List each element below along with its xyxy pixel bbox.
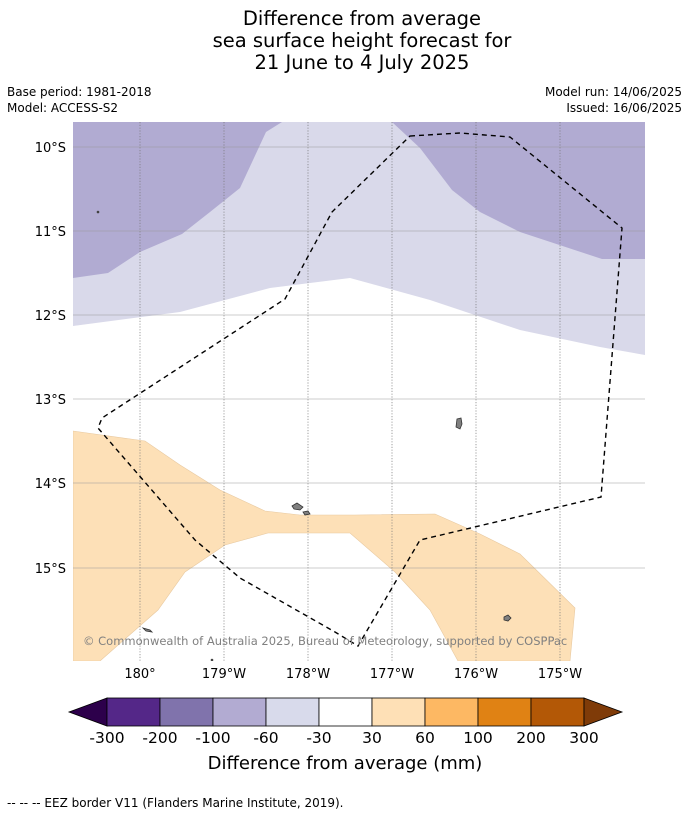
base-period: Base period: 1981-2018 — [7, 85, 152, 99]
lon-labels: 180° 179°W 178°W 177°W 176°W 175°W — [124, 667, 582, 682]
island-south-islet — [210, 658, 214, 661]
colorbar-tick-label: 30 — [362, 729, 382, 747]
lon-label-176w: 176°W — [454, 667, 498, 682]
lat-label-14s: 14°S — [35, 477, 66, 492]
colorbar-segment — [318, 697, 373, 727]
land-islands — [96, 210, 512, 661]
colorbar-segment — [477, 697, 532, 727]
colorbar-segment — [424, 697, 479, 727]
colorbar-tick-label: -100 — [195, 729, 230, 747]
map-area: © Commonwealth of Australia 2025, Bureau… — [73, 122, 645, 661]
island-wallis — [455, 417, 463, 430]
eez-footnote: -- -- -- EEZ border V11 (Flanders Marine… — [7, 796, 344, 810]
lat-label-10s: 10°S — [35, 141, 66, 156]
meta-right: Model run: 14/06/2025 Issued: 16/06/2025 — [545, 84, 682, 116]
anomaly-region-30-to-60 — [73, 430, 576, 661]
colorbar-segment — [371, 697, 426, 727]
lon-label-179w: 179°W — [202, 667, 246, 682]
model-name: Model: ACCESS-S2 — [7, 101, 119, 115]
colorbar-tick-label: 200 — [516, 729, 546, 747]
meta-left: Base period: 1981-2018 Model: ACCESS-S2 — [7, 84, 152, 116]
colorbar-tick-label: 100 — [463, 729, 493, 747]
lon-label-177w: 177°W — [370, 667, 414, 682]
lat-gridlines — [73, 146, 645, 569]
colorbar-segment — [159, 697, 214, 727]
colorbar-tick-label: 60 — [415, 729, 435, 747]
colorbar-arrow-high — [583, 697, 624, 727]
colorbar-segment — [212, 697, 267, 727]
island-sw-reef — [141, 627, 154, 633]
title-line-1: Difference from average — [242, 7, 482, 30]
anomaly-region-minus200-to-minus100-west — [73, 122, 282, 278]
island-alofi — [302, 510, 311, 516]
lat-label-11s: 11°S — [35, 225, 66, 240]
anomaly-region-minus200-to-minus100-east — [392, 122, 645, 259]
lat-label-12s: 12°S — [35, 309, 66, 324]
lon-label-175w: 175°W — [538, 667, 582, 682]
colorbar-tick-label: -60 — [253, 729, 278, 747]
colorbar-tick-label: 300 — [569, 729, 599, 747]
colorbar — [67, 697, 624, 727]
island-niuafoou — [503, 614, 512, 622]
colorbar-arrow-low — [67, 697, 108, 727]
colorbar-tick-label: -30 — [306, 729, 331, 747]
island-futuna — [291, 502, 304, 511]
colorbar-tick-label: -200 — [142, 729, 177, 747]
chart-title: Difference from average sea surface heig… — [0, 8, 690, 74]
colorbar-segment — [106, 697, 161, 727]
model-run: Model run: 14/06/2025 — [544, 85, 682, 99]
copyright-notice: © Commonwealth of Australia 2025, Bureau… — [83, 634, 567, 648]
colorbar-label: Difference from average (mm) — [207, 753, 483, 774]
issued-date: Issued: 16/06/2025 — [566, 101, 682, 115]
colorbar-segment — [265, 697, 320, 727]
lat-labels: 10°S 11°S 12°S 13°S 14°S 15°S — [35, 141, 66, 577]
colorbar-segment — [530, 697, 585, 727]
eez-border — [97, 132, 623, 647]
lat-label-15s: 15°S — [35, 562, 66, 577]
colorbar-ticks: -300 -200 -100 -60 -30 30 60 100 200 300 — [89, 729, 598, 747]
title-line-2: sea surface height forecast for — [212, 29, 512, 52]
lon-label-178w: 178°W — [286, 667, 330, 682]
lat-label-13s: 13°S — [35, 393, 66, 408]
lon-gridlines — [139, 122, 561, 661]
title-line-3: 21 June to 4 July 2025 — [254, 51, 470, 74]
colorbar-tick-label: -300 — [89, 729, 124, 747]
lon-label-180: 180° — [124, 667, 155, 682]
island-north-islet — [96, 210, 100, 214]
